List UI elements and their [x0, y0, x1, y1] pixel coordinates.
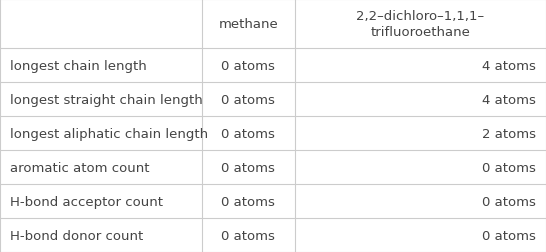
Text: 0 atoms: 0 atoms [222, 229, 275, 242]
Text: 0 atoms: 0 atoms [222, 127, 275, 140]
Text: 0 atoms: 0 atoms [222, 161, 275, 174]
Text: longest straight chain length: longest straight chain length [10, 93, 203, 106]
Text: longest aliphatic chain length: longest aliphatic chain length [10, 127, 208, 140]
Text: methane: methane [218, 18, 278, 31]
Text: H-bond donor count: H-bond donor count [10, 229, 143, 242]
Text: 0 atoms: 0 atoms [222, 59, 275, 73]
Text: 0 atoms: 0 atoms [482, 195, 536, 208]
Text: 2 atoms: 2 atoms [482, 127, 536, 140]
Text: 0 atoms: 0 atoms [222, 195, 275, 208]
Text: 0 atoms: 0 atoms [482, 161, 536, 174]
Text: 4 atoms: 4 atoms [482, 59, 536, 73]
Text: 4 atoms: 4 atoms [482, 93, 536, 106]
Text: longest chain length: longest chain length [10, 59, 146, 73]
Text: H-bond acceptor count: H-bond acceptor count [10, 195, 163, 208]
Text: 2,2–dichloro–1,1,1–
trifluoroethane: 2,2–dichloro–1,1,1– trifluoroethane [357, 10, 484, 39]
Text: 0 atoms: 0 atoms [482, 229, 536, 242]
Text: 0 atoms: 0 atoms [222, 93, 275, 106]
Text: aromatic atom count: aromatic atom count [10, 161, 149, 174]
